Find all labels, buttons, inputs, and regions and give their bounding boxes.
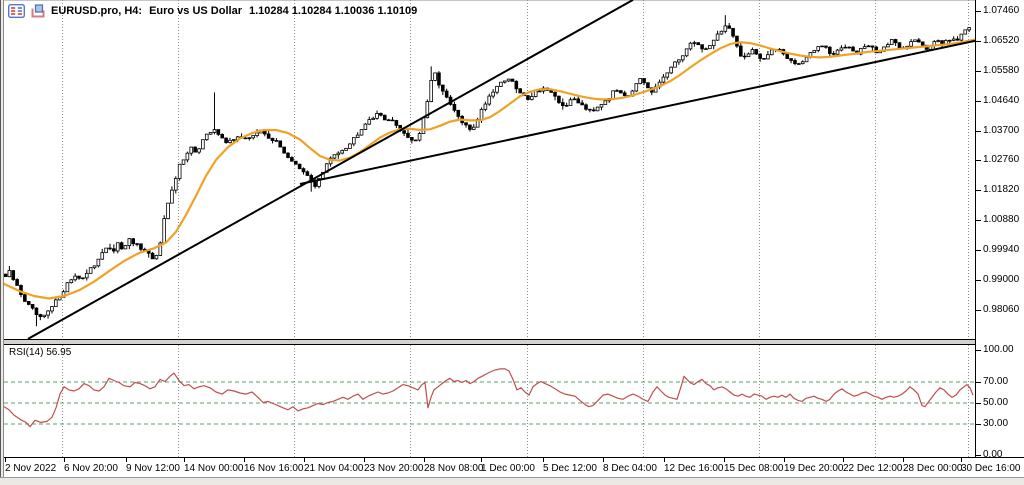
time-axis-tick bbox=[64, 458, 65, 462]
time-axis-tick bbox=[424, 458, 425, 462]
price-axis-tick bbox=[976, 250, 981, 251]
price-axis-label: 0.99000 bbox=[983, 274, 1020, 285]
price-axis-label: 0.99940 bbox=[983, 244, 1020, 255]
rsi-axis-tick bbox=[976, 455, 981, 456]
price-axis-tick bbox=[976, 220, 981, 221]
price-axis-label: 1.00880 bbox=[983, 214, 1020, 225]
price-axis-label: 1.04640 bbox=[983, 95, 1020, 106]
time-axis-label: 1 Dec 00:00 bbox=[481, 463, 535, 474]
time-axis-label: 8 Dec 04:00 bbox=[603, 463, 657, 474]
price-axis-tick bbox=[976, 160, 981, 161]
window-top-edge bbox=[0, 0, 1024, 1]
rsi-axis-tick bbox=[976, 403, 981, 404]
time-axis-tick bbox=[724, 458, 725, 462]
time-axis-label: 15 Dec 08:00 bbox=[724, 463, 784, 474]
main-price-chart[interactable] bbox=[4, 0, 975, 339]
price-axis-tick bbox=[976, 71, 981, 72]
time-axis-tick bbox=[126, 458, 127, 462]
rsi-axis-tick bbox=[976, 382, 981, 383]
price-axis-label: 0.98060 bbox=[983, 304, 1020, 315]
time-axis-tick bbox=[364, 458, 365, 462]
time-axis-label: 23 Nov 20:00 bbox=[364, 463, 424, 474]
time-axis-tick bbox=[304, 458, 305, 462]
price-axis-label: 1.06520 bbox=[983, 35, 1020, 46]
time-axis-label: 9 Nov 12:00 bbox=[126, 463, 180, 474]
window-left-edge bbox=[0, 0, 4, 485]
rsi-axis-label: 50.00 bbox=[983, 397, 1009, 408]
trendline bbox=[27, 0, 634, 339]
time-axis-tick bbox=[961, 458, 962, 462]
time-axis-tick bbox=[903, 458, 904, 462]
price-axis[interactable]: 1.07460 1.06520 1.05580 1.04640 1.03700 1.027… bbox=[975, 0, 1024, 460]
rsi-axis-label: 0.00 bbox=[983, 449, 1003, 460]
price-axis-tick bbox=[976, 280, 981, 281]
rsi-axis-tick bbox=[976, 350, 981, 351]
window-bottom-edge bbox=[0, 477, 1024, 485]
time-axis-tick bbox=[543, 458, 544, 462]
rsi-axis-label: 30.00 bbox=[983, 418, 1009, 429]
time-axis-tick bbox=[184, 458, 185, 462]
time-axis-tick bbox=[244, 458, 245, 462]
panel-splitter[interactable] bbox=[4, 339, 1024, 345]
rsi-axis-label: 100.00 bbox=[983, 344, 1014, 355]
time-axis-tick bbox=[784, 458, 785, 462]
price-axis-label: 1.03700 bbox=[983, 125, 1020, 136]
time-axis-label: 21 Nov 04:00 bbox=[304, 463, 364, 474]
time-axis-label: 12 Dec 16:00 bbox=[664, 463, 724, 474]
time-axis-label: 30 Dec 16:00 bbox=[961, 463, 1021, 474]
price-axis-tick bbox=[976, 131, 981, 132]
time-axis-label: 28 Dec 00:00 bbox=[903, 463, 963, 474]
time-axis-tick bbox=[664, 458, 665, 462]
time-axis-tick bbox=[5, 458, 6, 462]
moving-average-line[interactable] bbox=[4, 38, 975, 300]
price-axis-tick bbox=[976, 190, 981, 191]
candlesticks bbox=[4, 15, 971, 327]
price-axis-tick bbox=[976, 11, 981, 12]
time-axis-label: 2 Nov 2022 bbox=[5, 463, 57, 474]
time-axis-tick bbox=[843, 458, 844, 462]
symbol-period-label: EURUSD.pro, H4: bbox=[51, 5, 143, 17]
chart-title-row: EURUSD.pro, H4: Euro vs US Dollar 1.10284 … bbox=[7, 3, 424, 19]
rsi-gridlines bbox=[62, 345, 969, 457]
rsi-axis-tick bbox=[976, 424, 981, 425]
symbol-description-label: Euro vs US Dollar bbox=[149, 5, 242, 17]
ohlc-values: 1.10284 1.10284 1.10036 1.10109 bbox=[248, 5, 418, 17]
time-axis-tick bbox=[481, 458, 482, 462]
time-axis-label: 28 Nov 08:00 bbox=[424, 463, 484, 474]
bar-chart-icon[interactable] bbox=[30, 4, 46, 18]
main-gridlines bbox=[62, 0, 969, 339]
quotes-list-icon[interactable] bbox=[7, 3, 26, 19]
time-axis-label: 19 Dec 20:00 bbox=[784, 463, 844, 474]
time-axis-tick bbox=[603, 458, 604, 462]
time-axis-label: 22 Dec 12:00 bbox=[843, 463, 903, 474]
price-axis-tick bbox=[976, 101, 981, 102]
rsi-level-lines bbox=[4, 381, 975, 425]
time-axis-label: 5 Dec 12:00 bbox=[543, 463, 597, 474]
rsi-indicator-label: RSI(14) 56.95 bbox=[9, 347, 72, 358]
price-axis-tick bbox=[976, 41, 981, 42]
price-axis-label: 1.05580 bbox=[983, 65, 1020, 76]
price-axis-tick bbox=[976, 310, 981, 311]
rsi-indicator-chart[interactable] bbox=[4, 345, 975, 457]
trendline bbox=[299, 39, 975, 186]
time-axis-label: 14 Nov 00:00 bbox=[184, 463, 244, 474]
price-axis-label: 1.01820 bbox=[983, 184, 1020, 195]
rsi-axis-label: 70.00 bbox=[983, 376, 1009, 387]
trendlines[interactable] bbox=[27, 0, 975, 339]
time-axis-label: 6 Nov 20:00 bbox=[64, 463, 118, 474]
price-axis-label: 1.07460 bbox=[983, 5, 1020, 16]
time-axis[interactable]: 2 Nov 2022 6 Nov 20:00 9 Nov 12:00 14 Nov 0… bbox=[4, 457, 1024, 477]
price-axis-label: 1.02760 bbox=[983, 154, 1020, 165]
rsi-line bbox=[4, 368, 974, 428]
time-axis-label: 16 Nov 16:00 bbox=[244, 463, 304, 474]
